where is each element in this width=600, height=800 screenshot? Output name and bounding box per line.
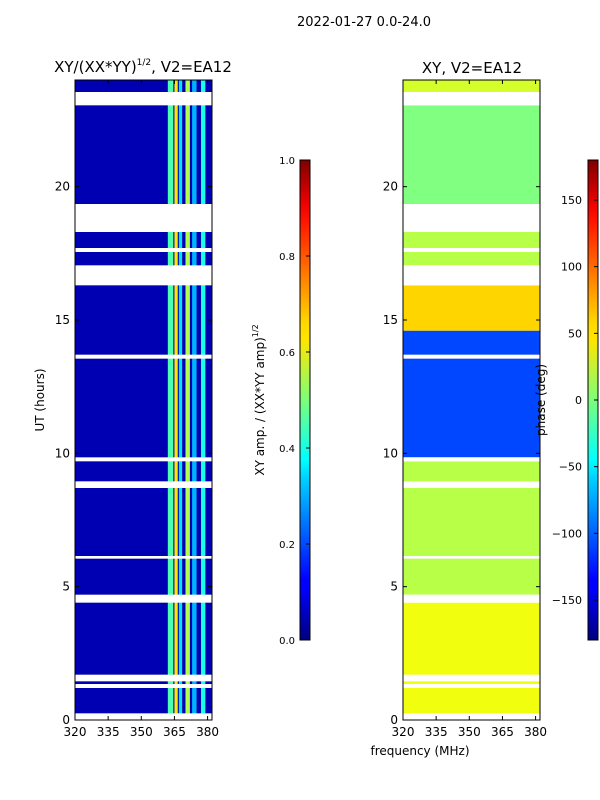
- phase-panel: XY, V2=EA12 320 335 350 365 380 0 5 10 15 20: [383, 59, 547, 739]
- amplitude-ylabel: UT (hours): [33, 368, 47, 431]
- phase-colorbar-label: phase (deg): [534, 364, 548, 436]
- phase-region-6: [403, 80, 540, 92]
- phase-xtick-label-365: 365: [491, 725, 514, 739]
- amplitude-plot-frame: [74, 79, 213, 721]
- amplitude-xtick-label-365: 365: [163, 725, 186, 739]
- amplitude-ytick-label-20: 20: [55, 180, 70, 194]
- amplitude-stripe-2: [178, 80, 183, 720]
- amplitude-flagged-gap-1: [75, 684, 212, 688]
- amplitude-flagged-gap-11: [75, 92, 212, 106]
- phase-colorbar-tick-label-4: 50: [568, 327, 582, 340]
- amplitude-ytick-label-5: 5: [62, 580, 70, 594]
- phase-colorbar-tick-label-1: −100: [552, 527, 582, 540]
- phase-colorbar-tick-label-3: 0: [575, 394, 582, 407]
- amplitude-flagged-gap-7: [75, 354, 212, 359]
- phase-ytick-label-0: 0: [390, 713, 398, 727]
- amplitude-xtick-label-380: 380: [196, 725, 219, 739]
- phase-xtick-label-350: 350: [458, 725, 481, 739]
- phase-region-3: [403, 285, 540, 331]
- amplitude-panel: XY/(XX*YY)1/2, V2=EA12 320 335 350 365 380 0 5…: [33, 58, 232, 739]
- amplitude-colorbar: 0.0 0.2 0.4 0.6 0.8 1.0 XY amp. / (XX*YY amp)…: [251, 156, 311, 647]
- amplitude-flagged-gap-0: [75, 713, 212, 720]
- phase-heatmap: [403, 80, 540, 720]
- phase-flagged-gap-10: [403, 204, 540, 232]
- amplitude-xtick-label-335: 335: [97, 725, 120, 739]
- amplitude-stripe-5: [200, 80, 206, 720]
- amplitude-xtick-label-320: 320: [64, 725, 87, 739]
- phase-region-2: [403, 330, 540, 458]
- amplitude-colorbar-tick-label-3: 0.6: [279, 348, 295, 359]
- phase-flagged-gap-7: [403, 354, 540, 359]
- amplitude-colorbar-tick-label-4: 0.8: [279, 252, 295, 263]
- amplitude-flagged-gap-10: [75, 204, 212, 232]
- phase-flagged-gap-2: [403, 674, 540, 682]
- phase-ytick-label-10: 10: [383, 446, 398, 460]
- phase-plot-frame: [402, 79, 541, 721]
- amplitude-flagged-gap-2: [75, 674, 212, 682]
- amplitude-colorbar-label-main: XY amp. / (XX*YY amp): [253, 337, 267, 475]
- phase-colorbar-tick-label-5: 100: [561, 261, 582, 274]
- phase-xtick-label-380: 380: [524, 725, 547, 739]
- figure-suptitle: 2022-01-27 0.0-24.0: [297, 15, 431, 30]
- amplitude-ytick-label-0: 0: [62, 713, 70, 727]
- amplitude-flagged-gap-3: [75, 594, 212, 603]
- amplitude-title-main: XY/(XX*YY): [54, 58, 137, 76]
- phase-region-5: [403, 105, 540, 204]
- phase-xtick-label-320: 320: [392, 725, 415, 739]
- phase-xtick-label-335: 335: [425, 725, 448, 739]
- amplitude-title-suffix: , V2=EA12: [151, 58, 232, 76]
- phase-flagged-gap-11: [403, 92, 540, 106]
- phase-panel-title: XY, V2=EA12: [422, 59, 522, 77]
- amplitude-colorbar-label: XY amp. / (XX*YY amp)1/2: [251, 324, 267, 475]
- amplitude-axis-ticks: 320 335 350 365 380 0 5 10 15 20: [55, 80, 219, 739]
- phase-flagged-gap-3: [403, 594, 540, 603]
- phase-colorbar: −150 −100 −50 0 50 100 150 phase (deg): [534, 159, 599, 641]
- amplitude-colorbar-tick-label-0: 0.0: [279, 636, 295, 647]
- phase-ytick-label-20: 20: [383, 180, 398, 194]
- amplitude-colorbar-tick-label-2: 0.4: [279, 444, 295, 455]
- amplitude-stripe-0: [167, 80, 174, 720]
- amplitude-heatmap: [75, 80, 212, 720]
- phase-colorbar-ticks: −150 −100 −50 0 50 100 150: [552, 194, 598, 607]
- phase-flagged-gap-1: [403, 684, 540, 688]
- amplitude-flagged-gap-8: [75, 265, 212, 286]
- amplitude-title-exponent: 1/2: [137, 58, 151, 68]
- amplitude-flagged-gap-6: [75, 457, 212, 462]
- phase-flagged-gap-8: [403, 265, 540, 286]
- phase-flagged-gap-0: [403, 713, 540, 720]
- amplitude-flagged-gap-5: [75, 481, 212, 488]
- amplitude-stripe-3: [185, 80, 190, 720]
- amplitude-colorbar-label-exponent: 1/2: [251, 324, 260, 337]
- amplitude-colorbar-ticks: 0.0 0.2 0.4 0.6 0.8 1.0: [279, 156, 310, 647]
- amplitude-stripe-4: [192, 80, 197, 720]
- amplitude-panel-title: XY/(XX*YY)1/2, V2=EA12: [54, 58, 232, 76]
- amplitude-flagged-gap-9: [75, 248, 212, 252]
- amplitude-colorbar-gradient: [299, 159, 311, 641]
- phase-colorbar-tick-label-2: −50: [559, 461, 582, 474]
- phase-ytick-label-5: 5: [390, 580, 398, 594]
- phase-flagged-gap-9: [403, 248, 540, 252]
- phase-colorbar-tick-label-6: 150: [561, 194, 582, 207]
- amplitude-colorbar-tick-label-5: 1.0: [279, 156, 295, 167]
- phase-flagged-gap-6: [403, 457, 540, 462]
- phase-colorbar-tick-label-0: −150: [552, 594, 582, 607]
- amplitude-xtick-label-350: 350: [130, 725, 153, 739]
- figure-xlabel: frequency (MHz): [370, 744, 469, 758]
- amplitude-colorbar-tick-label-1: 0.2: [279, 540, 295, 551]
- phase-flagged-gap-5: [403, 481, 540, 488]
- amplitude-ytick-label-15: 15: [55, 313, 70, 327]
- phase-ytick-label-15: 15: [383, 313, 398, 327]
- phase-axis-ticks: 320 335 350 365 380 0 5 10 15 20: [383, 80, 547, 739]
- amplitude-ytick-label-10: 10: [55, 446, 70, 460]
- amplitude-flagged-gap-4: [75, 556, 212, 559]
- phase-region-0: [403, 602, 540, 720]
- amplitude-base-region: [75, 80, 212, 720]
- amplitude-stripe-1: [174, 80, 178, 720]
- phase-flagged-gap-4: [403, 556, 540, 559]
